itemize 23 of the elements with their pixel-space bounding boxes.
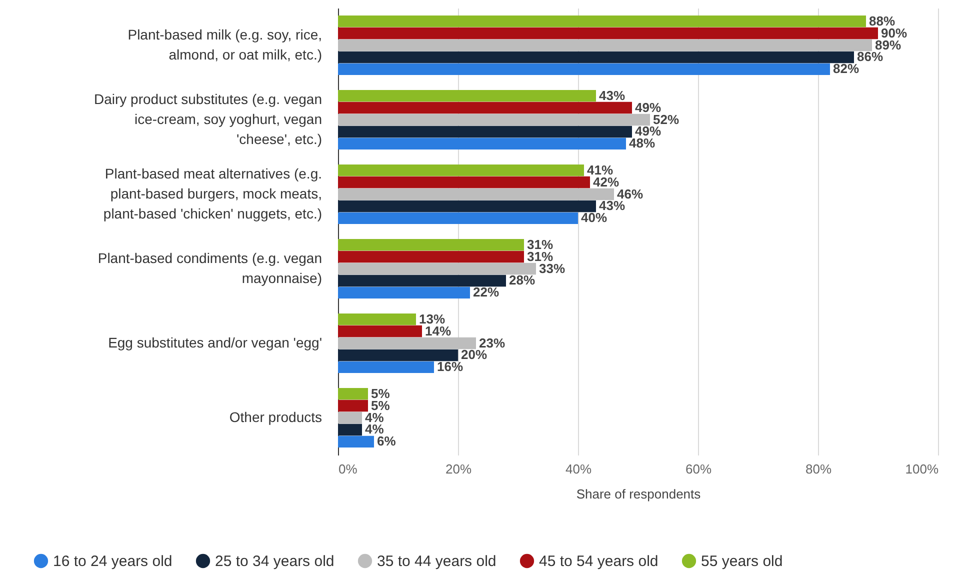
y-tick-label: Dairy product substitutes (e.g. vegan ice-cream, soy yoghurt, vegan 'cheese', etc.): [94, 90, 322, 147]
legend-label: 55 years old: [701, 553, 783, 570]
data-label: 82%: [833, 61, 860, 76]
x-tick-label: 60%: [685, 462, 712, 476]
legend-label: 35 to 44 years old: [377, 553, 496, 570]
data-label: 28%: [509, 272, 536, 288]
y-tick-label: Plant-based condiments (e.g. vegan mayonnaise): [98, 250, 322, 286]
legend-label: 16 to 24 years old: [53, 553, 172, 570]
x-tick-label: 40%: [565, 462, 592, 476]
data-label: 43%: [599, 88, 626, 103]
x-tick-label: 0%: [338, 462, 358, 476]
y-tick-label: Egg substitutes and/or vegan 'egg': [108, 334, 322, 350]
x-tick-label: 100%: [905, 462, 939, 476]
y-tick-label: Plant-based meat alternatives (e.g. plant-based burgers, mock meats, plant-based 'chicken' nuggets, etc.): [103, 165, 322, 222]
y-tick-label: Plant-based milk (e.g. soy, rice, almond, or oat milk, etc.): [128, 26, 322, 62]
legend-label: 45 to 54 years old: [539, 553, 658, 570]
x-axis-title: Share of respondents: [576, 486, 702, 502]
x-tick-label: 20%: [445, 462, 472, 476]
data-label: 22%: [473, 284, 500, 300]
y-tick-label: Other products: [229, 408, 322, 425]
data-label: 16%: [437, 359, 464, 374]
x-tick-label: 80%: [805, 462, 832, 476]
legend-label: 25 to 34 years old: [215, 553, 334, 570]
